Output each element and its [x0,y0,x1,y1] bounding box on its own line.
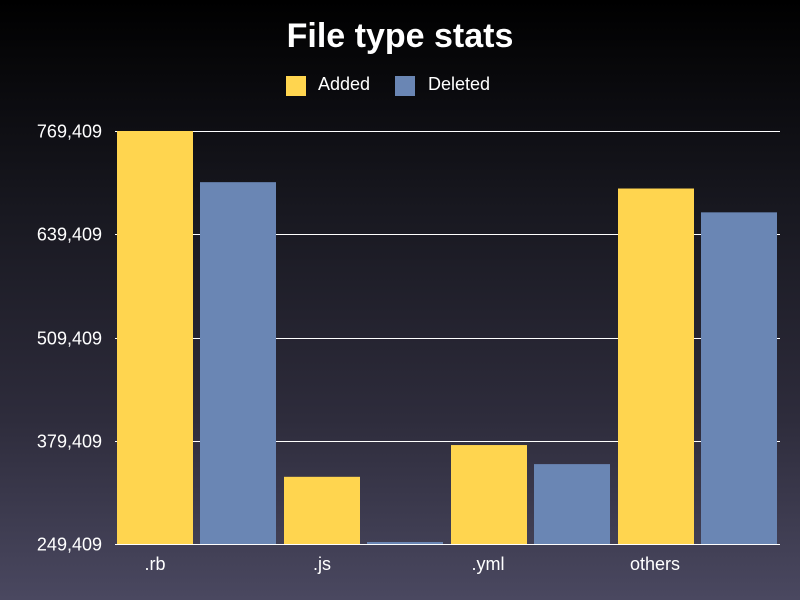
chart-title: File type stats [287,17,514,55]
y-tick-label: 769,409 [37,122,102,142]
y-axis-ticks: 249,409 379,409 509,409 639,409 769,409 [37,122,102,555]
legend-label-added: Added [318,74,370,94]
x-category-label: .js [313,554,331,574]
y-tick-label: 639,409 [37,225,102,245]
bar-deleted-rb [200,182,276,544]
bar-added-others [618,188,694,544]
legend-label-deleted: Deleted [428,74,490,94]
x-category-label: .yml [472,554,505,574]
bars [117,131,777,545]
bar-deleted-others [701,212,777,545]
legend-swatch-deleted [395,76,415,96]
legend-swatch-added [286,76,306,96]
y-tick-label: 509,409 [37,329,102,349]
x-category-label: .rb [144,554,165,574]
y-tick-label: 379,409 [37,432,102,452]
bar-added-yml [451,445,527,544]
legend: Added Deleted [286,74,490,96]
bar-deleted-yml [534,464,610,544]
bar-deleted-js [367,542,443,544]
x-category-label: others [630,554,680,574]
y-tick-label: 249,409 [37,535,102,555]
bar-added-js [284,476,360,544]
x-axis-labels: .rb .js .yml others [144,554,680,574]
bar-added-rb [117,131,193,544]
